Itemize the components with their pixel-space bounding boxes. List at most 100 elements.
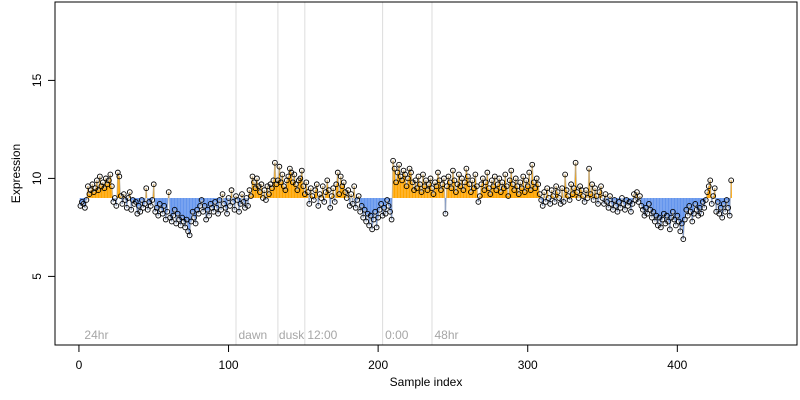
series-segment — [706, 186, 710, 193]
x-tick-label: 0 — [76, 358, 83, 372]
data-point — [162, 216, 169, 223]
series-segment — [588, 168, 592, 195]
series-segment — [455, 184, 458, 193]
data-point — [318, 195, 325, 201]
data-point — [144, 206, 151, 213]
data-point — [106, 177, 112, 184]
data-point — [541, 189, 548, 195]
data-point — [361, 206, 368, 213]
data-point — [261, 187, 268, 194]
data-point — [616, 199, 622, 205]
data-point — [560, 199, 567, 205]
data-point — [231, 206, 238, 213]
data-point — [468, 189, 474, 195]
data-point — [637, 193, 643, 199]
data-point — [643, 204, 649, 211]
data-point — [710, 193, 717, 199]
series-segment — [371, 219, 375, 230]
data-point — [456, 171, 462, 178]
data-point — [445, 173, 452, 180]
data-point — [708, 201, 715, 207]
data-point — [120, 191, 127, 197]
data-point — [659, 216, 666, 223]
data-point — [116, 173, 123, 180]
series-segment — [530, 164, 533, 191]
data-point — [635, 199, 642, 205]
data-point — [182, 224, 188, 231]
data-point — [545, 195, 552, 201]
data-point — [324, 177, 331, 184]
data-point — [527, 187, 534, 194]
data-point — [487, 191, 494, 197]
series-segment — [328, 190, 331, 208]
data-point — [462, 179, 468, 186]
data-point — [150, 181, 157, 188]
data-point — [617, 204, 624, 211]
data-point — [671, 216, 678, 223]
data-point — [328, 193, 335, 199]
series-segment — [557, 191, 560, 199]
series-segment — [536, 178, 539, 185]
data-point — [701, 204, 708, 211]
data-point — [147, 202, 154, 209]
data-point — [333, 181, 340, 188]
series-segment — [427, 184, 430, 191]
period-label-5: 48hr — [434, 328, 458, 342]
data-point — [678, 220, 685, 227]
data-point — [216, 197, 223, 203]
data-point — [210, 208, 217, 215]
data-point — [272, 159, 278, 166]
data-point — [566, 197, 573, 203]
data-point — [605, 204, 612, 211]
series-segment — [251, 176, 255, 183]
data-point — [128, 206, 135, 213]
data-point — [717, 204, 724, 211]
data-point — [614, 208, 621, 215]
data-point — [414, 185, 420, 192]
data-point — [705, 183, 712, 190]
data-point — [596, 189, 603, 195]
series-segment — [452, 170, 455, 181]
data-point — [312, 187, 319, 194]
series-segment — [666, 215, 669, 222]
data-point — [107, 171, 114, 178]
data-point — [450, 167, 456, 174]
data-point — [479, 175, 486, 182]
series-segment — [410, 172, 414, 183]
data-point — [246, 187, 253, 194]
data-point — [266, 191, 272, 197]
series-segment — [444, 186, 448, 214]
data-point — [608, 201, 615, 207]
data-point — [664, 212, 670, 219]
data-point — [646, 201, 652, 207]
data-point — [521, 189, 528, 195]
x-axis-label: Sample index — [390, 375, 463, 389]
data-point — [337, 173, 344, 180]
data-point — [376, 206, 383, 213]
series-segment — [711, 195, 714, 204]
data-point — [161, 202, 168, 209]
data-point — [554, 189, 561, 195]
series-segment — [515, 178, 518, 187]
series-segment — [406, 178, 409, 187]
data-point — [375, 214, 381, 221]
data-point — [173, 220, 180, 227]
data-point — [263, 197, 269, 203]
series-segment — [418, 176, 421, 185]
data-point — [590, 197, 597, 203]
data-point — [619, 195, 625, 201]
series-segment — [714, 188, 717, 212]
data-point — [494, 181, 501, 188]
data-point — [680, 236, 687, 243]
data-point — [248, 193, 254, 199]
data-point — [191, 214, 197, 221]
data-point — [604, 199, 610, 205]
data-point — [686, 202, 693, 209]
series-segment — [495, 184, 499, 191]
data-point — [674, 212, 681, 219]
data-point — [355, 193, 362, 199]
data-point — [358, 202, 365, 209]
data-point — [189, 208, 196, 215]
data-point — [234, 197, 241, 203]
